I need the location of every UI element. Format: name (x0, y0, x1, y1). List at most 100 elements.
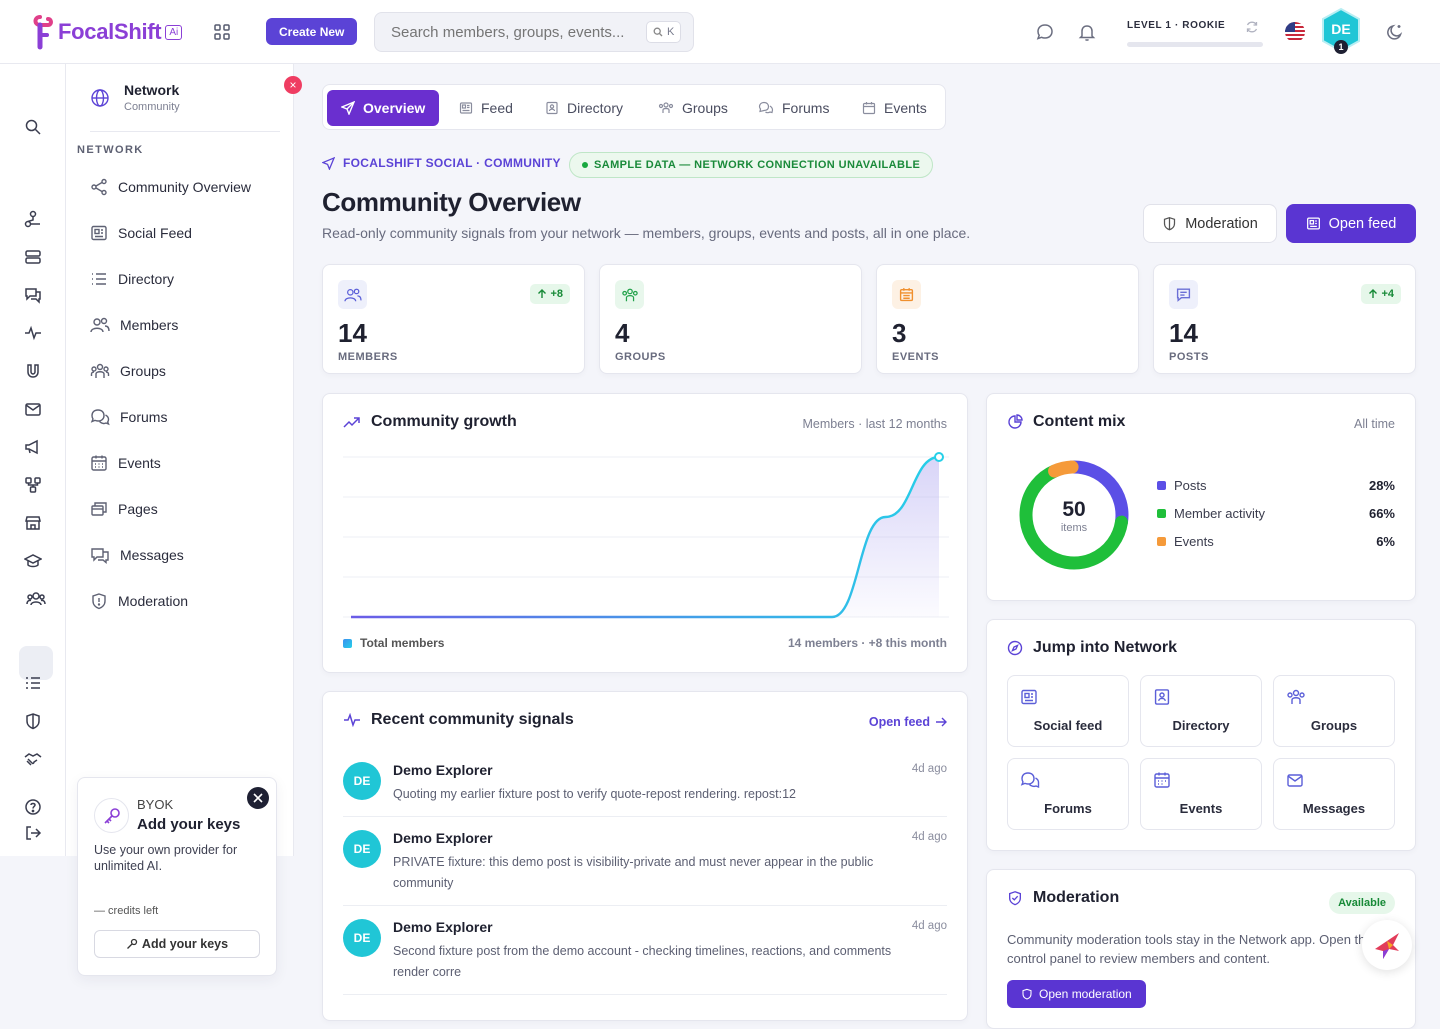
signal-text: Second fixture post from the demo accoun… (393, 944, 892, 979)
moderation-text: Community moderation tools stay in the N… (1007, 932, 1373, 966)
chat-icon[interactable] (1035, 22, 1055, 42)
search-input[interactable] (374, 12, 694, 52)
rail-store-icon[interactable] (24, 514, 42, 532)
sidebar-item-directory[interactable]: Directory (90, 270, 174, 288)
rail-logout-icon[interactable] (24, 824, 42, 842)
tab-groups[interactable]: Groups (644, 90, 742, 126)
legend-swatch (1157, 481, 1166, 490)
tab-feed[interactable]: Feed (445, 90, 527, 126)
byok-title: Add your keys (137, 816, 241, 833)
rail-checklist-icon[interactable] (24, 674, 42, 692)
legend-item: Posts (1157, 478, 1207, 493)
recent-signals-card: Recent community signals Open feed DE De… (322, 691, 968, 1021)
refresh-icon[interactable] (1245, 20, 1259, 34)
byok-credits: — credits left (94, 905, 159, 917)
rail-magnet-icon[interactable] (24, 362, 42, 380)
jump-messages[interactable]: Messages (1273, 758, 1395, 830)
theme-toggle-icon[interactable] (1385, 22, 1405, 42)
donut-slice-posts (1065, 460, 1129, 529)
users-icon (338, 280, 367, 309)
create-new-button[interactable]: Create New (266, 18, 358, 45)
byok-label: BYOK (137, 797, 174, 812)
rail-shield-icon[interactable] (24, 712, 42, 730)
signal-time: 4d ago (911, 831, 947, 843)
signals-open-feed-link[interactable]: Open feed (869, 715, 947, 729)
sample-data-badge: SAMPLE DATA — NETWORK CONNECTION UNAVAIL… (569, 152, 934, 178)
top-bar: FocalShift Ai Create New K LEVEL 1 · ROO… (0, 0, 1440, 64)
messages-icon (91, 548, 109, 564)
jump-forums[interactable]: Forums (1007, 758, 1129, 830)
tab-forums[interactable]: Forums (744, 90, 843, 126)
content-mix-title: Content mix (1007, 413, 1125, 431)
tab-overview[interactable]: Overview (327, 90, 440, 126)
signal-author: Demo Explorer (393, 762, 493, 778)
shield-check-icon (1009, 891, 1021, 906)
sidebar-item-members[interactable]: Members (90, 316, 178, 334)
rail-community-icon[interactable] (26, 590, 46, 608)
apps-grid-icon[interactable] (212, 22, 232, 42)
envelope-icon (1287, 774, 1303, 787)
assistant-bird-icon[interactable] (1362, 920, 1412, 970)
stat-delta-badge: +4 (1361, 284, 1401, 304)
sidebar-item-forums[interactable]: Forums (90, 408, 167, 426)
sidebar-item-community-overview[interactable]: Community Overview (90, 178, 251, 196)
avatar-initials: DE (1331, 21, 1351, 37)
arrow-up-icon (538, 289, 547, 298)
users-icon (90, 317, 110, 333)
add-keys-button[interactable]: Add your keys (94, 930, 260, 958)
avatar: DE (343, 762, 381, 800)
rail-mail-icon[interactable] (24, 400, 42, 418)
rail-workflow-icon[interactable] (24, 476, 42, 494)
rail-activity-icon[interactable] (24, 324, 42, 342)
sidebar-close-icon[interactable]: × (284, 76, 302, 94)
stat-label: MEMBERS (338, 351, 398, 363)
shield-icon (92, 593, 106, 610)
stat-value: 14 (1169, 318, 1198, 348)
us-flag-icon[interactable] (1285, 22, 1305, 42)
legend-label: Member activity (1174, 506, 1266, 521)
jump-groups[interactable]: Groups (1273, 675, 1395, 747)
byok-close-icon[interactable] (247, 787, 269, 809)
avatar: DE (343, 919, 381, 957)
shield-icon (1164, 217, 1176, 231)
stat-value: 3 (892, 318, 907, 348)
open-feed-button[interactable]: Open feed (1286, 204, 1416, 243)
sidebar-item-events[interactable]: Events (90, 454, 161, 472)
newspaper-icon (459, 102, 473, 114)
avatar-level-badge: 1 (1334, 40, 1348, 54)
sidebar-item-moderation[interactable]: Moderation (90, 592, 188, 610)
newspaper-icon (91, 225, 107, 241)
growth-meta: Members · last 12 months (802, 417, 948, 431)
jump-events[interactable]: Events (1140, 758, 1262, 830)
sidebar-item-messages[interactable]: Messages (90, 546, 184, 564)
data-point (934, 452, 944, 462)
moderation-button[interactable]: Moderation (1143, 204, 1277, 243)
rail-megaphone-icon[interactable] (24, 438, 42, 456)
content-mix-card: Content mix All time 50 items Posts 28% Me… (986, 393, 1416, 601)
rail-search-icon[interactable] (24, 118, 42, 136)
rail-flow-icon[interactable] (24, 210, 42, 228)
open-moderation-button[interactable]: Open moderation (1007, 980, 1146, 1008)
calendar-icon (892, 280, 921, 309)
jump-directory[interactable]: Directory (1140, 675, 1262, 747)
content-mix-donut (1019, 460, 1129, 570)
sidebar-item-pages[interactable]: Pages (90, 500, 158, 518)
jump-social-feed[interactable]: Social feed (1007, 675, 1129, 747)
sidebar-item-social-feed[interactable]: Social Feed (90, 224, 192, 242)
tab-directory[interactable]: Directory (531, 90, 637, 126)
rail-server-icon[interactable] (24, 248, 42, 266)
status-badge: Available (1329, 892, 1395, 914)
rail-chat-icon[interactable] (24, 286, 42, 304)
growth-line-chart (343, 452, 949, 619)
tab-events[interactable]: Events (848, 90, 941, 126)
bell-icon[interactable] (1077, 22, 1097, 42)
sidebar-item-groups[interactable]: Groups (90, 362, 166, 380)
rail-handshake-icon[interactable] (24, 750, 42, 768)
rail-education-icon[interactable] (24, 552, 42, 570)
brand-logo[interactable]: FocalShift Ai (32, 13, 183, 51)
signals-title: Recent community signals (343, 711, 574, 729)
signal-time: 4d ago (911, 763, 947, 775)
rail-help-icon[interactable] (24, 798, 42, 816)
donut-slice-events (1048, 460, 1079, 478)
globe-icon (91, 88, 109, 107)
